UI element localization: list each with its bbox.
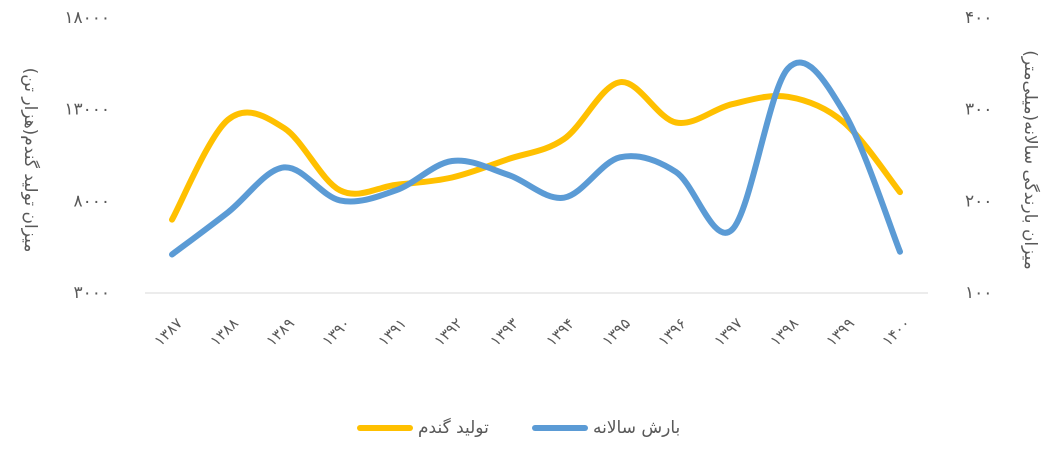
x-tick-label: ۱۳۹۱: [374, 314, 410, 350]
y2-tick-label: ۴۰۰: [965, 8, 992, 28]
data-line: [169, 59, 903, 258]
y2-axis-title: میزان بارندگی سالانه(میلی‌متر): [1020, 50, 1041, 270]
y-axis-title: میزان تولید گندم(هزار تن): [20, 68, 41, 253]
x-tick-label: ۱۳۹۷: [710, 314, 746, 350]
x-tick-label: ۱۳۹۶: [654, 314, 690, 350]
x-tick-label: ۱۳۹۹: [822, 314, 858, 350]
legend-label: بارش سالانه: [593, 418, 680, 438]
x-tick-label: ۱۳۹۲: [430, 314, 466, 350]
data-line: [169, 79, 903, 223]
legend-label: تولید گندم: [418, 417, 489, 438]
x-tick-label: ۱۳۹۰: [318, 314, 354, 350]
y-tick-label: ۳۰۰۰: [73, 283, 110, 303]
y-tick-label: ۱۳۰۰۰: [64, 100, 110, 120]
x-tick-label: ۱۳۸۸: [206, 314, 242, 350]
x-tick-label: ۱۳۸۷: [150, 314, 186, 350]
legend-item: بارش سالانه: [532, 418, 680, 438]
x-tick-label: ۱۳۹۸: [766, 314, 802, 350]
y2-tick-label: ۳۰۰: [965, 100, 992, 120]
x-tick-label: ۱۳۸۹: [262, 314, 298, 350]
legend-item: تولید گندم: [357, 417, 489, 438]
x-tick-label: ۱۳۹۵: [598, 314, 634, 350]
y2-tick-label: ۲۰۰: [965, 191, 992, 211]
x-tick-label: ۱۴۰۰: [878, 314, 914, 350]
x-tick-label: ۱۳۹۳: [486, 314, 522, 350]
y-tick-label: ۸۰۰۰: [73, 191, 110, 211]
y-tick-label: ۱۸۰۰۰: [64, 8, 110, 28]
x-tick-label: ۱۳۹۴: [542, 314, 578, 350]
y2-tick-label: ۱۰۰: [965, 283, 992, 303]
